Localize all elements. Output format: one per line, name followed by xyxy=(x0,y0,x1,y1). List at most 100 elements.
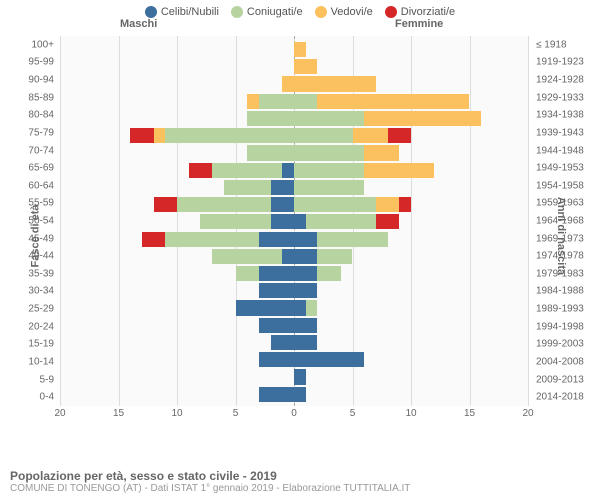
age-row xyxy=(60,92,528,109)
age-row xyxy=(60,333,528,350)
legend-item: Vedovi/e xyxy=(315,6,373,18)
bar-segment xyxy=(294,163,364,178)
male-bar xyxy=(60,213,294,228)
ylabel-birth: 1964-1968 xyxy=(532,216,600,227)
ylabel-birth: 1989-1993 xyxy=(532,304,600,315)
age-row xyxy=(60,350,528,367)
age-row xyxy=(60,109,528,126)
bar-segment xyxy=(142,232,165,247)
ylabel-age: 55-59 xyxy=(0,198,58,209)
male-bar xyxy=(60,58,294,73)
bar-segment xyxy=(294,283,317,298)
bar-segment xyxy=(282,163,294,178)
legend-label: Divorziati/e xyxy=(401,6,455,18)
ylabel-birth: 1999-2003 xyxy=(532,339,600,350)
bar-segment xyxy=(399,197,411,212)
bar-segment xyxy=(259,352,294,367)
ylabel-age: 65-69 xyxy=(0,163,58,174)
x-tick: 0 xyxy=(291,408,297,419)
age-row xyxy=(60,74,528,91)
bar-segment xyxy=(189,163,212,178)
age-row xyxy=(60,247,528,264)
footer-title: Popolazione per età, sesso e stato civil… xyxy=(10,469,590,483)
male-bar xyxy=(60,127,294,142)
age-row xyxy=(60,299,528,316)
bar-segment xyxy=(271,214,294,229)
ylabel-birth: ≤ 1918 xyxy=(532,39,600,50)
legend-item: Divorziati/e xyxy=(385,6,455,18)
bar-segment xyxy=(259,232,294,247)
bar-segment xyxy=(259,318,294,333)
ylabel-age: 5-9 xyxy=(0,374,58,385)
female-bar xyxy=(294,76,528,91)
x-tick: 20 xyxy=(54,408,65,419)
bar-segment xyxy=(212,249,282,264)
bar-segment xyxy=(247,94,259,109)
female-bar xyxy=(294,58,528,73)
bar-segment xyxy=(294,76,376,91)
female-bar xyxy=(294,144,528,159)
x-tick: 20 xyxy=(522,408,533,419)
gender-labels: Maschi Femmine xyxy=(0,18,600,34)
bar-segment xyxy=(294,59,317,74)
bar-segment xyxy=(317,266,340,281)
x-tick: 15 xyxy=(464,408,475,419)
bar-segment xyxy=(177,197,271,212)
bar-segment xyxy=(294,180,364,195)
bar-segment xyxy=(236,300,295,315)
x-tick: 5 xyxy=(233,408,239,419)
ylabel-age: 40-44 xyxy=(0,251,58,262)
bar-segment xyxy=(306,300,318,315)
ylabel-birth: 1949-1953 xyxy=(532,163,600,174)
bar-segment xyxy=(294,128,353,143)
ylabel-birth: 1934-1938 xyxy=(532,110,600,121)
ylabel-birth: 2014-2018 xyxy=(532,392,600,403)
female-bar xyxy=(294,317,528,332)
male-bar xyxy=(60,110,294,125)
male-bar xyxy=(60,231,294,246)
bar-segment xyxy=(364,163,434,178)
ylabel-birth: 1929-1933 xyxy=(532,92,600,103)
rows xyxy=(60,40,528,402)
legend-swatch xyxy=(385,6,397,18)
female-bar xyxy=(294,196,528,211)
ylabel-age: 25-29 xyxy=(0,304,58,315)
bar-segment xyxy=(294,300,306,315)
footer-subtitle: COMUNE DI TONENGO (AT) - Dati ISTAT 1° g… xyxy=(10,483,590,494)
female-bar xyxy=(294,41,528,56)
bar-segment xyxy=(165,232,259,247)
legend-swatch xyxy=(231,6,243,18)
bar-segment xyxy=(130,128,153,143)
male-bar xyxy=(60,93,294,108)
male-bar xyxy=(60,282,294,297)
bar-segment xyxy=(294,318,317,333)
age-row xyxy=(60,212,528,229)
bar-segment xyxy=(294,266,317,281)
bar-segment xyxy=(271,180,294,195)
ylabel-age: 30-34 xyxy=(0,286,58,297)
age-row xyxy=(60,281,528,298)
bar-segment xyxy=(317,232,387,247)
male-bar xyxy=(60,300,294,315)
ylabel-birth: 1974-1978 xyxy=(532,251,600,262)
age-row xyxy=(60,316,528,333)
ylabel-birth: 1924-1928 xyxy=(532,75,600,86)
female-bar xyxy=(294,300,528,315)
bar-segment xyxy=(224,180,271,195)
bar-segment xyxy=(294,387,306,402)
bar-segment xyxy=(259,266,294,281)
bar-segment xyxy=(294,232,317,247)
female-bar xyxy=(294,93,528,108)
x-tick: 15 xyxy=(113,408,124,419)
female-bar xyxy=(294,110,528,125)
bar-segment xyxy=(364,111,481,126)
legend-label: Coniugati/e xyxy=(247,6,303,18)
bar-segment xyxy=(165,128,294,143)
female-bar xyxy=(294,162,528,177)
bar-segment xyxy=(294,249,317,264)
ylabel-age: 100+ xyxy=(0,39,58,50)
ylabel-birth: 1984-1988 xyxy=(532,286,600,297)
bar-segment xyxy=(294,197,376,212)
ylabel-age: 10-14 xyxy=(0,356,58,367)
legend-swatch xyxy=(145,6,157,18)
